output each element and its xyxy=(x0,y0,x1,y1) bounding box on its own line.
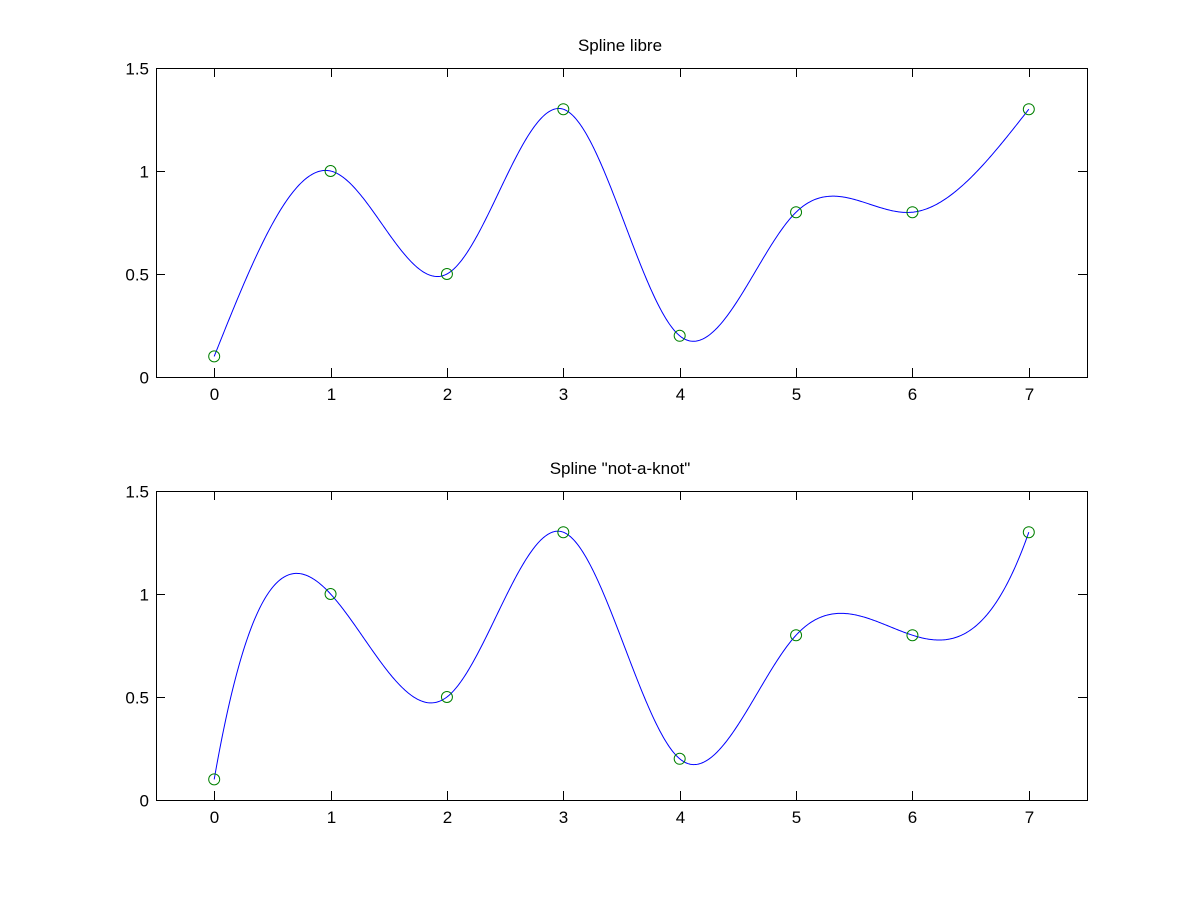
plot-area xyxy=(156,491,1088,801)
x-tick-label: 5 xyxy=(792,385,801,404)
subplot-top: Spline libre 0 1 2 3 4 5 6 7 0 0.5 1 1.5 xyxy=(125,36,1088,404)
data-point xyxy=(557,103,570,116)
data-point xyxy=(557,526,570,539)
x-tick-label: 5 xyxy=(792,808,801,827)
x-tick-label: 0 xyxy=(210,808,219,827)
data-point xyxy=(673,329,686,342)
y-tick-label: 0.5 xyxy=(125,689,149,708)
spline-curve xyxy=(213,530,1030,780)
x-tick-label: 2 xyxy=(443,808,452,827)
x-tick-label: 6 xyxy=(908,808,917,827)
data-point xyxy=(208,773,221,786)
data-point xyxy=(906,206,919,219)
x-tick-label: 0 xyxy=(210,385,219,404)
data-point xyxy=(324,165,337,177)
data-point xyxy=(790,206,803,219)
y-tick-label: 1 xyxy=(140,586,149,605)
chart-title: Spline "not-a-knot" xyxy=(550,459,691,478)
data-point xyxy=(324,588,337,600)
subplot-bottom: Spline "not-a-knot" 0 1 2 3 4 5 6 7 0 0.5 1 1.5 xyxy=(125,459,1088,827)
x-tick-label: 3 xyxy=(559,385,568,404)
y-tick-label: 0 xyxy=(140,369,149,388)
data-point xyxy=(1022,526,1035,539)
x-tick-label: 7 xyxy=(1025,385,1034,404)
x-tick-label: 4 xyxy=(676,808,685,827)
data-point xyxy=(208,350,221,363)
x-tick-label: 7 xyxy=(1025,808,1034,827)
x-tick-label: 3 xyxy=(559,808,568,827)
data-point xyxy=(790,629,803,642)
data-point xyxy=(440,268,453,280)
x-tick-label: 1 xyxy=(327,385,336,404)
y-tick-label: 1.5 xyxy=(125,60,149,79)
y-tick-label: 1.5 xyxy=(125,483,149,502)
y-tick-label: 1 xyxy=(140,163,149,182)
data-point xyxy=(1022,103,1035,116)
plot-area xyxy=(156,68,1088,378)
spline-curve xyxy=(213,107,1030,357)
x-tick-label: 1 xyxy=(327,808,336,827)
data-point xyxy=(440,691,453,703)
data-point xyxy=(906,629,919,642)
x-tick-label: 2 xyxy=(443,385,452,404)
chart-title: Spline libre xyxy=(578,36,662,55)
x-tick-label: 4 xyxy=(676,385,685,404)
y-tick-label: 0.5 xyxy=(125,266,149,285)
y-tick-label: 0 xyxy=(140,792,149,811)
data-point xyxy=(673,752,686,765)
x-tick-label: 6 xyxy=(908,385,917,404)
